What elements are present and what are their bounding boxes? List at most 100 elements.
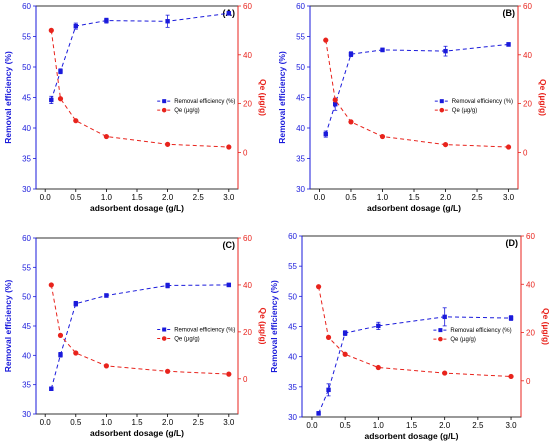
panel-label: (B) [503, 8, 516, 18]
y-right-axis-label: Qe (µg/g) [538, 79, 548, 116]
x-tick-label: 1.0 [377, 193, 389, 202]
removal-point [58, 69, 63, 74]
removal-point [333, 102, 338, 107]
plot-frame [301, 235, 522, 418]
legend-label-qe: Qe (µg/g) [174, 108, 199, 114]
removal-point [58, 352, 63, 357]
x-tick-label: 1.0 [101, 418, 113, 427]
x-tick-label: 0.0 [306, 421, 318, 430]
y-left-tick-label: 45 [296, 94, 305, 103]
qe-point [332, 97, 338, 103]
chart-panel-b: 0.0 0.5 1.0 1.5 2.0 2.5 3.0 30 35 40 45 50 55 60 0 20 40… [277, 2, 548, 213]
qe-point [57, 332, 64, 338]
x-tick-label: 1.5 [131, 193, 143, 202]
removal-point [165, 283, 170, 288]
y-right-axis-label: Qe (µg/g) [541, 308, 550, 345]
removal-point [165, 19, 170, 24]
y-left-tick-label: 55 [22, 33, 31, 42]
removal-point [342, 330, 348, 336]
panel-label: (C) [223, 240, 236, 250]
legend-label-removal: Removal efficiency (%) [450, 328, 511, 334]
x-tick-label: 3.0 [223, 193, 235, 202]
qe-series-line [50, 284, 229, 375]
y-left-axis-label: Removal efficiency (%) [269, 280, 279, 373]
y-right-tick-label: 60 [526, 232, 535, 241]
qe-point [315, 284, 322, 290]
legend-marker-removal [439, 99, 444, 104]
qe-point [508, 373, 514, 380]
legend-label-removal: Removal efficiency (%) [174, 328, 235, 334]
removal-point [104, 293, 109, 298]
x-tick-label: 1.5 [406, 421, 418, 430]
y-left-axis-label: Removal efficiency (%) [3, 51, 13, 144]
x-tick-label: 0.5 [345, 193, 357, 202]
y-right-tick-label: 40 [523, 51, 532, 60]
x-tick-label: 0.5 [340, 421, 352, 430]
y-right-tick-label: 40 [526, 280, 535, 289]
y-left-tick-label: 60 [22, 2, 31, 11]
y-right-tick-label: 0 [243, 375, 248, 384]
x-tick-label: 2.0 [162, 193, 174, 202]
y-left-tick-label: 60 [288, 232, 297, 241]
qe-point [57, 96, 64, 102]
legend-marker-qe [161, 336, 167, 341]
y-right-tick-label: 0 [526, 377, 531, 386]
qe-series-line [50, 30, 229, 148]
x-tick-label: 2.0 [162, 418, 174, 427]
removal-point [376, 323, 381, 329]
x-tick-label: 1.5 [408, 193, 420, 202]
y-right-axis-label: Qe (µg/g) [258, 79, 268, 116]
x-tick-label: 2.5 [472, 421, 484, 430]
y-left-tick-label: 55 [22, 263, 31, 272]
x-tick-label: 3.0 [223, 418, 235, 427]
panel-label: (D) [506, 238, 519, 248]
y-left-tick-label: 50 [22, 63, 31, 72]
removal-point [104, 18, 109, 23]
y-left-axis-label: Removal efficiency (%) [277, 51, 287, 144]
qe-point [442, 370, 448, 376]
y-right-tick-label: 40 [243, 281, 252, 290]
y-left-tick-label: 30 [296, 185, 305, 194]
legend-marker-removal [438, 328, 443, 333]
x-tick-label: 2.5 [193, 193, 205, 202]
y-left-tick-label: 40 [22, 351, 31, 360]
y-right-tick-label: 0 [523, 148, 528, 157]
qe-point [325, 334, 332, 340]
qe-point [348, 119, 354, 125]
plot-frame [309, 5, 519, 190]
y-right-tick-label: 60 [243, 2, 252, 11]
x-tick-label: 3.0 [505, 421, 517, 430]
legend-marker-qe [161, 107, 167, 113]
legend-label-qe: Qe (µg/g) [174, 337, 199, 343]
y-right-tick-label: 20 [523, 100, 532, 109]
x-tick-label: 1.0 [101, 193, 113, 202]
removal-point [326, 387, 331, 393]
removal-series-line [50, 284, 229, 389]
y-left-axis-label: Removal efficiency (%) [3, 280, 13, 373]
y-left-tick-label: 55 [296, 33, 305, 42]
plot-frame [35, 237, 239, 415]
qe-series-line [325, 40, 509, 148]
removal-point [316, 411, 321, 416]
y-left-tick-label: 55 [288, 262, 297, 271]
qe-point [323, 37, 329, 43]
qe-point [73, 118, 79, 124]
qe-point [103, 133, 109, 140]
x-tick-label: 2.5 [193, 418, 205, 427]
chart-panel-a: 0.0 0.5 1.0 1.5 2.0 2.5 3.0 30 35 40 45 50 55 60 0 20 40… [3, 2, 268, 213]
removal-point [226, 11, 232, 16]
qe-series-line [318, 286, 512, 377]
removal-series-line [318, 316, 512, 414]
x-tick-label: 0.0 [40, 193, 52, 202]
y-right-tick-label: 60 [243, 234, 252, 243]
y-left-tick-label: 45 [22, 322, 31, 331]
y-left-tick-label: 40 [22, 124, 31, 133]
x-tick-label: 2.5 [471, 193, 483, 202]
removal-point [506, 42, 511, 47]
x-axis-label: adsorbent dosage (g/L) [365, 431, 459, 441]
y-right-tick-label: 20 [243, 100, 252, 109]
x-tick-label: 0.5 [70, 193, 82, 202]
qe-point [226, 144, 232, 150]
removal-point [323, 131, 328, 137]
